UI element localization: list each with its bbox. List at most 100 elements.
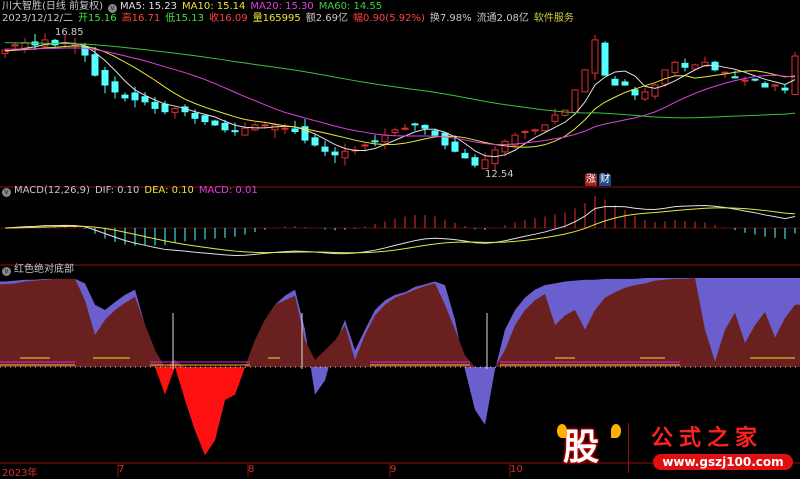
chevron-down-icon[interactable]: v	[2, 188, 11, 197]
macd-header: v MACD(12,26,9) DIF: 0.10 DEA: 0.10 MACD: 0.…	[2, 185, 258, 197]
low-value: 15.13	[175, 13, 204, 24]
logo-char: 股	[563, 427, 600, 468]
candle-up	[171, 107, 179, 113]
candle-up	[261, 124, 269, 127]
candle-down	[221, 122, 229, 131]
candle-up	[481, 159, 489, 170]
candle-down	[111, 81, 119, 93]
ma5-line	[4, 42, 796, 158]
candle-up	[511, 134, 519, 146]
candle-down	[611, 78, 619, 86]
indicator-header: v 红色绝对底部	[2, 264, 74, 276]
ma-legend-item: MA10: 15.14	[182, 1, 246, 12]
float-shares: 流通2.08亿	[476, 13, 529, 24]
candle-up	[501, 140, 509, 153]
candle-down	[321, 146, 329, 152]
volume-label: 量	[252, 13, 263, 24]
open-value: 15.16	[88, 13, 117, 24]
close-label: 收	[208, 13, 219, 24]
candle-down	[781, 87, 789, 91]
candle-up	[701, 61, 709, 67]
period: (日线 前复权)	[42, 1, 103, 12]
candle-up	[381, 134, 389, 143]
change-label: 幅	[353, 13, 364, 24]
candle-up	[741, 79, 749, 82]
candle-down	[471, 157, 479, 166]
candle-down	[431, 130, 439, 136]
candle-down	[681, 62, 689, 68]
candle-up	[341, 150, 349, 159]
candle-down	[51, 39, 59, 46]
candle-down	[201, 115, 209, 123]
candle-down	[311, 137, 319, 146]
stock-name: 川大智胜	[2, 1, 42, 12]
candle-down	[301, 126, 309, 141]
dea-line	[4, 207, 796, 254]
candle-down	[131, 92, 139, 101]
badge-zhang[interactable]: 涨	[585, 174, 597, 186]
candle-up	[771, 84, 779, 87]
horn-icon	[611, 424, 621, 438]
turnover: 换7.98%	[429, 13, 472, 24]
high-value: 16.71	[131, 13, 161, 24]
candle-down	[331, 151, 339, 156]
indicator-name: 红色绝对底部	[14, 264, 74, 275]
ma20-line	[4, 47, 796, 146]
candle-down	[291, 128, 299, 132]
candle-up	[691, 64, 699, 70]
candle-down	[441, 132, 449, 146]
candle-down	[121, 94, 129, 99]
candle-up	[531, 129, 539, 132]
candle-up	[541, 124, 549, 132]
candle-up	[661, 69, 669, 85]
high-label: 高	[121, 13, 132, 24]
candle-down	[421, 124, 429, 129]
macd-name: MACD(12,26,9)	[14, 185, 90, 196]
ma-legend-item: MA60: 14.55	[318, 1, 383, 12]
candle-up	[401, 127, 409, 130]
logo-text: 公式之家	[651, 425, 764, 451]
macd-dif: DIF: 0.10	[94, 185, 140, 196]
x-tick: 10	[510, 464, 523, 475]
candle-down	[211, 120, 219, 126]
candle-down	[451, 141, 459, 152]
candle-down	[761, 83, 769, 88]
chevron-down-icon[interactable]: v	[2, 267, 11, 276]
chevron-down-icon[interactable]: v	[107, 4, 117, 13]
candle-down	[371, 140, 379, 143]
candle-up	[651, 84, 659, 97]
candle-down	[621, 81, 629, 86]
indicator-red-area	[0, 367, 800, 456]
date: 2023/12/12/二	[2, 13, 74, 24]
candle-down	[631, 89, 639, 96]
candle-up	[281, 127, 289, 130]
horn-icon	[557, 424, 567, 438]
ma-legend-item: MA20: 15.30	[250, 1, 314, 12]
candle-up	[551, 114, 559, 122]
dif-line	[4, 204, 796, 256]
candle-up	[791, 55, 799, 95]
sector-link[interactable]: 软件服务	[533, 13, 574, 24]
badge-cai[interactable]: 财	[599, 174, 611, 186]
candle-up	[571, 89, 579, 114]
candle-up	[591, 39, 599, 74]
macd-value: MACD: 0.01	[198, 185, 258, 196]
candle-down	[161, 103, 169, 113]
candle-up	[641, 91, 649, 100]
candle-up	[11, 44, 19, 47]
candle-down	[411, 123, 419, 126]
divider	[628, 423, 629, 473]
watermark-logo: 股 公式之家 www.gszj100.com	[555, 418, 795, 473]
ma-legend: MA5: 15.23 MA10: 15.14 MA20: 15.30 MA60: 14…	[120, 1, 387, 12]
candle-down	[751, 78, 759, 81]
min-price-label: 12.54	[485, 169, 514, 180]
logo-url: www.gszj100.com	[653, 454, 793, 470]
x-tick: 9	[390, 464, 397, 475]
x-tick: 2023年	[2, 468, 38, 479]
candle-down	[191, 112, 199, 119]
close-value: 16.09	[218, 13, 248, 24]
candle-up	[1, 49, 9, 54]
change-value: 0.90(5.92%)	[363, 13, 425, 24]
candle-up	[521, 130, 529, 133]
